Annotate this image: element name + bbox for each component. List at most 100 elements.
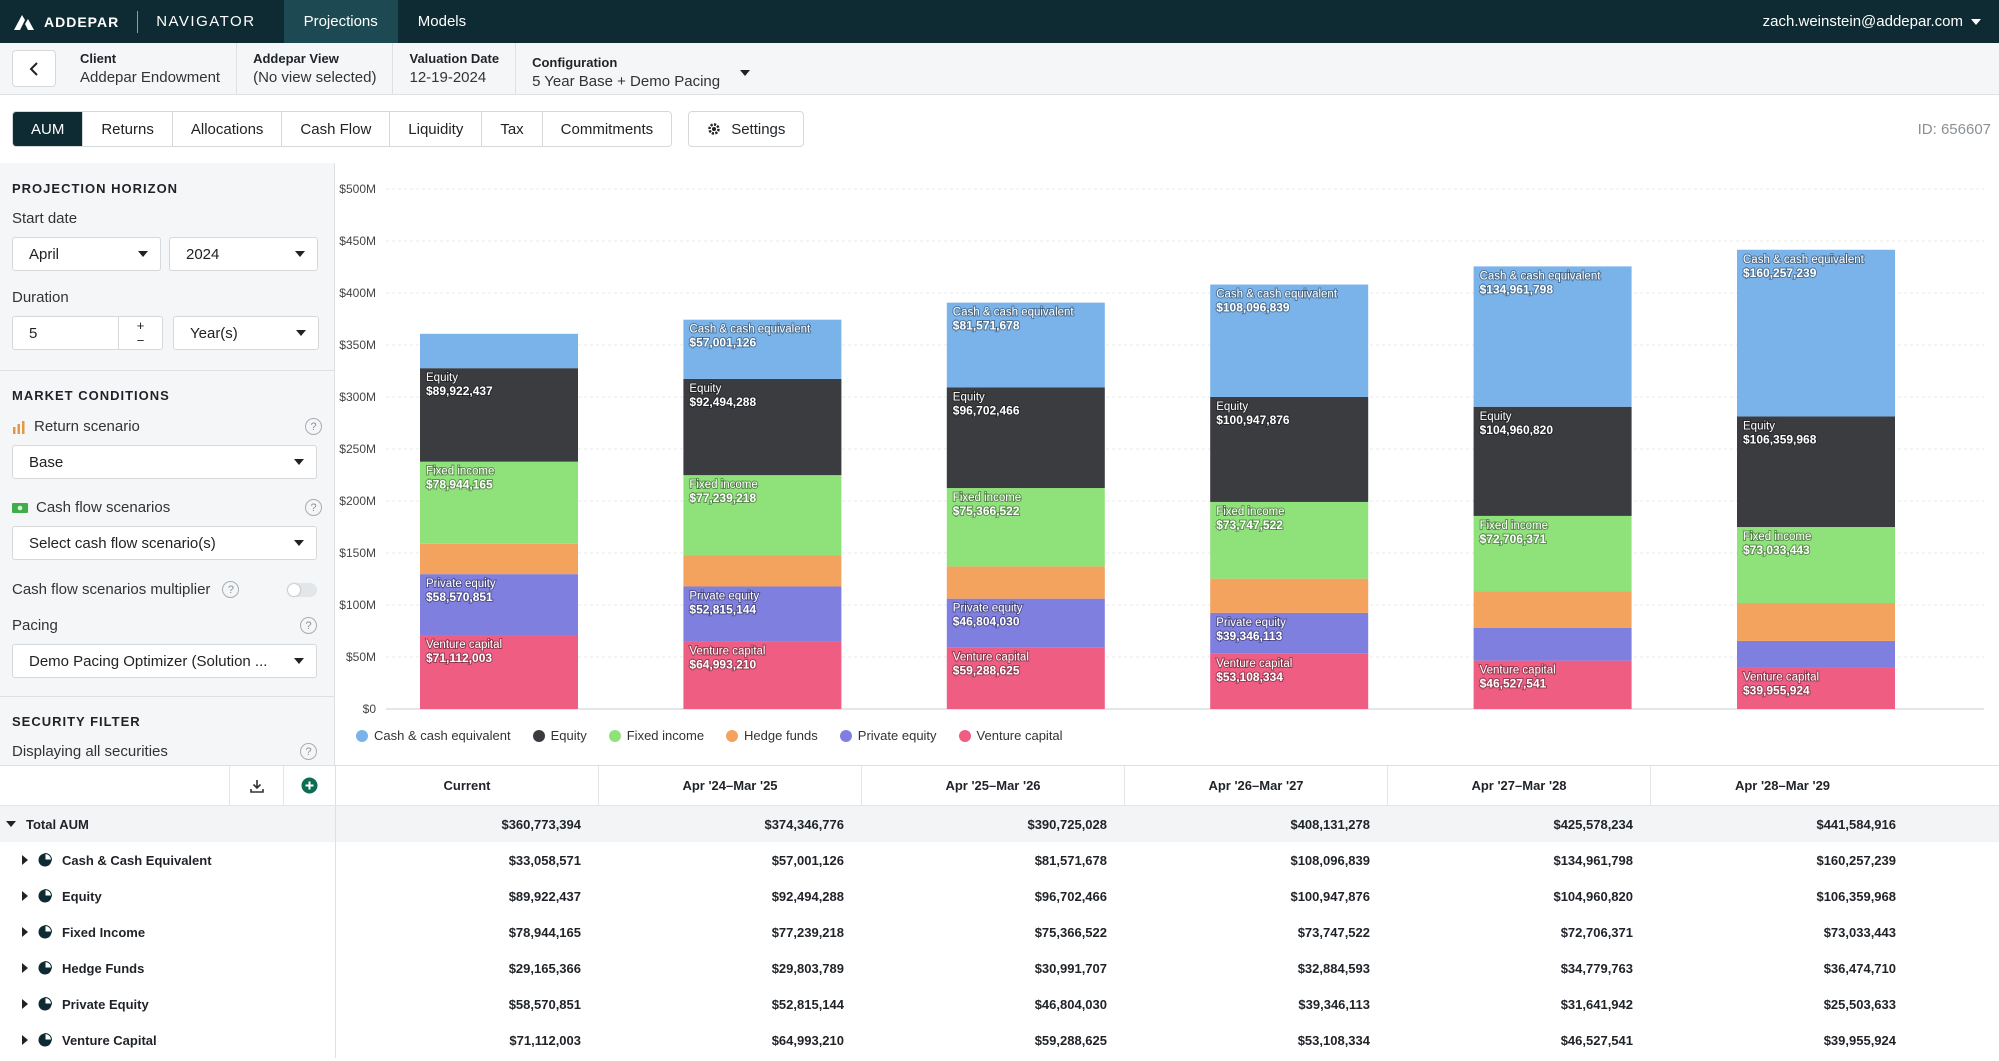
bar-segment-hedge[interactable] xyxy=(946,566,1105,599)
table-row[interactable]: Fixed Income $78,944,165 $77,239,218 $75,36… xyxy=(0,914,1999,950)
duration-unit-select[interactable]: Year(s) xyxy=(173,316,319,350)
tab-cash-flow[interactable]: Cash Flow xyxy=(282,112,391,146)
start-year-select[interactable]: 2024 xyxy=(169,237,318,271)
expand-icon[interactable] xyxy=(22,963,28,973)
expand-icon[interactable] xyxy=(22,927,28,937)
data-label-series: Equity xyxy=(689,383,721,395)
table-row[interactable]: Private Equity $58,570,851 $52,815,144 $46,… xyxy=(0,986,1999,1022)
bar-segment-fixed[interactable] xyxy=(946,488,1105,567)
bar-segment-hedge[interactable] xyxy=(1473,591,1632,628)
top-tab-projections[interactable]: Projections xyxy=(283,0,398,43)
addepar-logo[interactable]: ADDEPAR NAVIGATOR xyxy=(0,10,256,33)
legend-item-cash[interactable]: Cash & cash equivalent xyxy=(356,728,511,743)
tab-liquidity[interactable]: Liquidity xyxy=(390,112,483,146)
help-icon[interactable]: ? xyxy=(300,617,317,634)
bar-segment-fixed[interactable] xyxy=(1210,501,1369,579)
top-tab-models[interactable]: Models xyxy=(398,0,486,43)
bar-segment-vc[interactable] xyxy=(946,647,1105,709)
bar-segment-equity[interactable] xyxy=(1737,416,1895,528)
add-row-button[interactable] xyxy=(283,766,335,805)
help-icon[interactable]: ? xyxy=(222,581,240,598)
data-label-series: Venture capital xyxy=(426,639,502,651)
bar-segment-pe[interactable] xyxy=(1737,640,1895,668)
bar-segment-hedge[interactable] xyxy=(683,555,842,587)
column-header[interactable]: Apr '24–Mar '25 xyxy=(599,766,862,805)
bar-segment-fixed[interactable] xyxy=(683,475,842,556)
bar-segment-fixed[interactable] xyxy=(1473,515,1632,592)
bar-segment-vc[interactable] xyxy=(1210,653,1369,709)
bar-segment-equity[interactable] xyxy=(683,378,842,476)
bar-segment-equity[interactable] xyxy=(1473,406,1632,516)
table-row-total-aum[interactable]: Total AUM $360,773,394 $374,346,776 $390… xyxy=(0,806,1999,842)
bar-segment-vc[interactable] xyxy=(1737,667,1895,709)
multiplier-toggle[interactable] xyxy=(287,582,317,597)
bar-segment-hedge[interactable] xyxy=(420,543,578,575)
view-selector[interactable]: Addepar View (No view selected) xyxy=(237,43,394,94)
table-row[interactable]: Cash & Cash Equivalent $33,058,571 $57,001… xyxy=(0,842,1999,878)
bar-segment-equity[interactable] xyxy=(1210,396,1369,502)
bar-segment-cash[interactable] xyxy=(1473,266,1632,407)
tab-allocations[interactable]: Allocations xyxy=(172,112,283,146)
download-button[interactable] xyxy=(229,766,283,805)
column-header[interactable]: Current xyxy=(336,766,599,805)
bar-segment-cash[interactable] xyxy=(420,333,578,369)
increment-icon[interactable]: + xyxy=(136,318,145,333)
bar-segment-vc[interactable] xyxy=(683,641,842,709)
bar-segment-equity[interactable] xyxy=(946,387,1105,489)
user-menu[interactable]: zach.weinstein@addepar.com xyxy=(1763,13,1999,30)
bar-segment-fixed[interactable] xyxy=(1737,527,1895,603)
expand-icon[interactable] xyxy=(22,999,28,1009)
settings-button[interactable]: Settings xyxy=(688,111,805,147)
bar-segment-cash[interactable] xyxy=(1210,284,1369,397)
table-row[interactable]: Hedge Funds $29,165,366 $29,803,789 $30,991… xyxy=(0,950,1999,986)
tab-aum[interactable]: AUM xyxy=(13,112,84,146)
configuration-selector[interactable]: Configuration 5 Year Base + Demo Pacing xyxy=(516,43,766,94)
help-icon[interactable]: ? xyxy=(305,499,322,516)
valuation-date-selector[interactable]: Valuation Date 12-19-2024 xyxy=(393,43,517,94)
bar-segment-pe[interactable] xyxy=(1210,612,1369,654)
bar-segment-equity[interactable] xyxy=(420,368,578,462)
column-header[interactable]: Apr '28–Mar '29 xyxy=(1734,778,1831,793)
bar-segment-hedge[interactable] xyxy=(1737,602,1895,641)
legend-item-equity[interactable]: Equity xyxy=(532,728,587,743)
tab-tax[interactable]: Tax xyxy=(482,112,543,146)
help-icon[interactable]: ? xyxy=(300,743,317,760)
bar-segment-pe[interactable] xyxy=(683,586,842,642)
decrement-icon[interactable]: − xyxy=(136,333,145,348)
return-scenario-select[interactable]: Base xyxy=(12,445,317,479)
table-body: Cash & Cash Equivalent $33,058,571 $57,001… xyxy=(0,842,1999,1058)
bar-segment-pe[interactable] xyxy=(420,574,578,636)
tab-commitments[interactable]: Commitments xyxy=(542,112,672,146)
bar-segment-vc[interactable] xyxy=(1473,660,1632,709)
collapse-icon[interactable] xyxy=(6,821,16,827)
tab-returns[interactable]: Returns xyxy=(83,112,173,146)
column-header[interactable]: Apr '27–Mar '28 xyxy=(1388,766,1651,805)
bar-segment-cash[interactable] xyxy=(1737,249,1895,417)
legend-item-fixed[interactable]: Fixed income xyxy=(608,728,704,743)
column-header[interactable]: Apr '26–Mar '27 xyxy=(1125,766,1388,805)
legend-item-hedge[interactable]: Hedge funds xyxy=(726,728,818,743)
cash-flow-scenario-select[interactable]: Select cash flow scenario(s) xyxy=(12,526,317,560)
start-month-select[interactable]: April xyxy=(12,237,161,271)
column-header[interactable]: Apr '25–Mar '26 xyxy=(862,766,1125,805)
duration-stepper[interactable]: 5 + − xyxy=(12,316,163,350)
bar-segment-fixed[interactable] xyxy=(420,461,578,544)
table-row[interactable]: Equity $89,922,437 $92,494,288 $96,702,466 $… xyxy=(0,878,1999,914)
bar-segment-vc[interactable] xyxy=(420,635,578,709)
bar-segment-cash[interactable] xyxy=(683,319,842,379)
legend-item-pe[interactable]: Private equity xyxy=(839,728,937,743)
bar-segment-cash[interactable] xyxy=(946,302,1105,388)
bar-segment-pe[interactable] xyxy=(1473,627,1632,661)
pacing-select[interactable]: Demo Pacing Optimizer (Solution ... xyxy=(12,644,317,678)
bar-segment-pe[interactable] xyxy=(946,598,1105,648)
client-selector[interactable]: Client Addepar Endowment xyxy=(64,43,238,94)
back-button[interactable] xyxy=(12,50,56,87)
table-row[interactable]: Venture Capital $71,112,003 $64,993,210 $59… xyxy=(0,1022,1999,1058)
legend-item-vc[interactable]: Venture capital xyxy=(958,728,1063,743)
expand-icon[interactable] xyxy=(22,1035,28,1045)
help-icon[interactable]: ? xyxy=(305,418,322,435)
table-cell: $104,960,820 xyxy=(1553,888,1633,904)
bar-segment-hedge[interactable] xyxy=(1210,578,1369,613)
expand-icon[interactable] xyxy=(22,855,28,865)
expand-icon[interactable] xyxy=(22,891,28,901)
